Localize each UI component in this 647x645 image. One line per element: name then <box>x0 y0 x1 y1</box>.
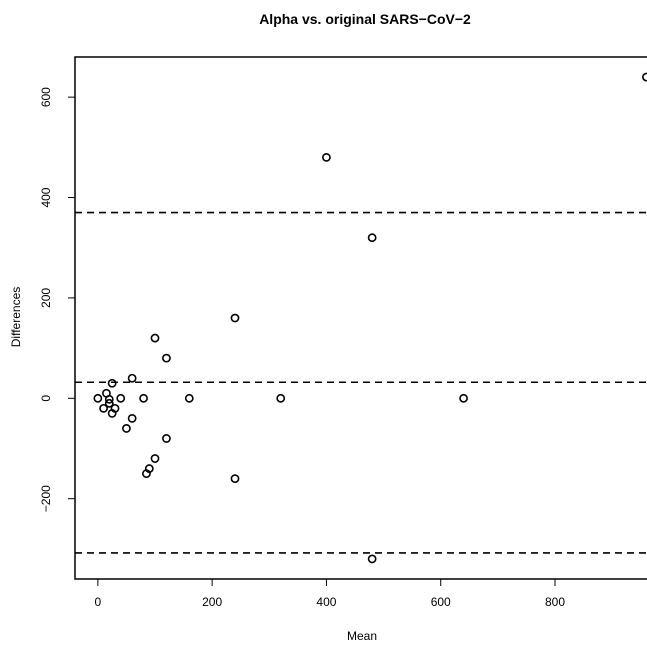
data-point <box>93 393 103 403</box>
data-point <box>99 403 108 413</box>
data-point <box>110 403 120 413</box>
data-points <box>93 72 647 564</box>
x-tick-label-1: 200 <box>202 595 222 609</box>
data-point <box>162 434 171 443</box>
y-tick-label-3: 400 <box>39 187 53 207</box>
data-point <box>104 398 114 408</box>
data-point <box>104 394 114 404</box>
data-point <box>139 393 148 403</box>
data-point <box>322 152 331 162</box>
x-axis: 02004006008001000 <box>95 579 565 609</box>
data-point <box>642 72 647 82</box>
x-tick-label-0: 0 <box>95 595 102 609</box>
y-tick-label-0: −200 <box>39 485 53 512</box>
y-axis: −200 0 200 400 600 <box>39 87 75 512</box>
chart-title: Alpha vs. original SARS−CoV−2 <box>259 11 471 27</box>
data-point <box>367 554 377 564</box>
data-point <box>230 313 240 323</box>
y-tick-label-4: 600 <box>39 87 53 107</box>
x-tick-label-4: 800 <box>545 595 565 609</box>
data-point <box>162 353 171 363</box>
data-point <box>184 393 194 403</box>
data-point <box>122 424 131 433</box>
data-point <box>367 233 377 243</box>
data-point <box>144 464 154 473</box>
data-point <box>127 373 137 383</box>
x-tick-label-2: 400 <box>316 595 336 609</box>
plot-frame <box>74 56 647 580</box>
reference-lines <box>75 211 647 554</box>
data-point <box>459 393 468 403</box>
y-tick-label-2: 200 <box>39 288 53 308</box>
data-point <box>127 413 137 423</box>
x-tick-label-3: 600 <box>431 595 451 609</box>
x-axis-label: Mean <box>347 629 377 643</box>
data-point <box>276 393 286 403</box>
y-tick-label-1: 0 <box>39 395 53 402</box>
data-point <box>230 474 240 484</box>
data-point <box>107 378 117 388</box>
data-point <box>116 393 126 403</box>
data-point <box>150 333 160 343</box>
y-axis-label: Differences <box>9 287 23 347</box>
data-point <box>150 454 160 463</box>
